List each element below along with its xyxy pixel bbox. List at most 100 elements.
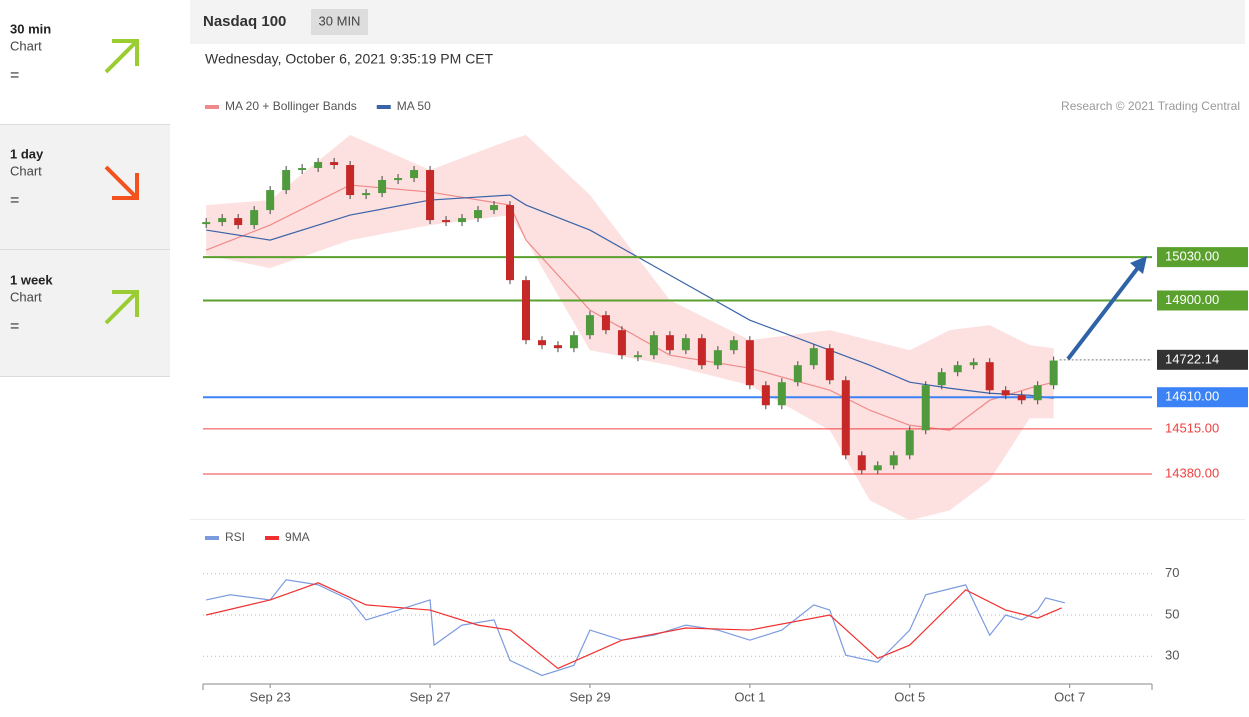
x-tick-label: Oct 1 [734,689,765,704]
candle [474,210,483,219]
period: 1 week [10,272,53,287]
level-label-box [1157,290,1248,311]
sidebar-item-bg [0,125,170,249]
sign: = [10,192,19,209]
candle [442,220,451,223]
candle [809,348,818,366]
x-tick-label: Sep 23 [250,689,291,704]
candle [426,170,435,221]
candle [681,338,690,351]
candle [202,222,211,225]
legend-label: MA 20 + Bollinger Bands [225,99,357,113]
candle [1001,390,1010,396]
candle [873,465,882,471]
candle [793,365,802,383]
y-tick-label: 70 [1165,565,1179,580]
candle [298,168,307,171]
candle [713,350,722,366]
candle [1017,395,1026,401]
candle [250,210,259,226]
candle [266,190,275,211]
candle [458,218,467,223]
series-line [206,579,1066,677]
x-tick-label: Oct 5 [894,689,925,704]
interval-badge[interactable] [311,9,368,35]
level-label-box [1157,349,1248,370]
candle [410,170,419,179]
period: 30 min [10,21,51,36]
chart-title: Nasdaq 100 [203,13,286,30]
candle [617,330,626,356]
candle [521,280,530,341]
candle [378,180,387,194]
candle [506,205,515,281]
x-tick-label: Oct 7 [1054,689,1085,704]
sidebar-item[interactable]: 1 week Chart = [10,272,139,335]
candle [569,335,578,349]
legend-swatch [265,536,280,540]
candle [921,385,930,431]
level-label: 14722.14 [1165,351,1219,366]
legend-label: 9MA [285,530,310,544]
candle [969,362,978,366]
legend-label: RSI [225,530,245,544]
x-tick-label: Sep 29 [569,689,610,704]
interval: 30 MIN [319,13,361,28]
legend-label: MA 50 [397,99,431,113]
candle [633,355,642,358]
level-label-box [1157,247,1248,268]
candle [889,455,898,466]
sidebar-item-bg [0,250,170,376]
period: 1 day [10,146,44,161]
candle [729,340,738,351]
candle [314,162,323,169]
x-tick-label: Sep 27 [409,689,450,704]
candle [985,362,994,391]
legend-swatch [205,536,219,540]
candle [394,178,403,181]
level-label: 14515.00 [1165,420,1219,435]
candle [490,205,499,211]
candle [601,315,610,331]
y-tick-label: 30 [1165,648,1179,663]
legend-swatch [376,105,391,109]
candle [665,335,674,351]
candle [1049,360,1058,386]
arrow-up [104,39,139,74]
candle [346,165,355,196]
candle [218,218,227,223]
level-label: 15030.00 [1165,249,1219,264]
credit: Research © 2021 Trading Central [1061,99,1240,113]
candle [553,345,562,349]
level-label: 14380.00 [1165,465,1219,480]
label: Chart [10,38,42,53]
sign: = [10,67,19,84]
level-label: 14900.00 [1165,292,1219,307]
candle [777,382,786,406]
candle [761,385,770,406]
candle [937,372,946,386]
candle [649,335,658,356]
candle [282,170,291,191]
series-line [206,582,1062,670]
candle [745,340,754,386]
forecast-arrow-head [1130,256,1147,274]
candle [697,338,706,366]
ma-line [205,184,1054,431]
candle [905,430,914,456]
candle [953,365,962,373]
candle [585,315,594,336]
sidebar-item[interactable]: 1 day Chart = [10,146,139,209]
candle [857,455,866,471]
forecast-arrow [1066,263,1142,361]
legend-swatch [205,105,219,109]
sign: = [10,318,19,335]
candle [362,193,371,196]
level-label: 14610.00 [1165,389,1219,404]
candle [234,218,243,226]
date: Wednesday, October 6, 2021 9:35:19 PM CE… [205,51,494,67]
label: Chart [10,289,42,304]
candle [1033,385,1042,401]
sidebar-item[interactable]: 30 min Chart = [10,21,139,84]
